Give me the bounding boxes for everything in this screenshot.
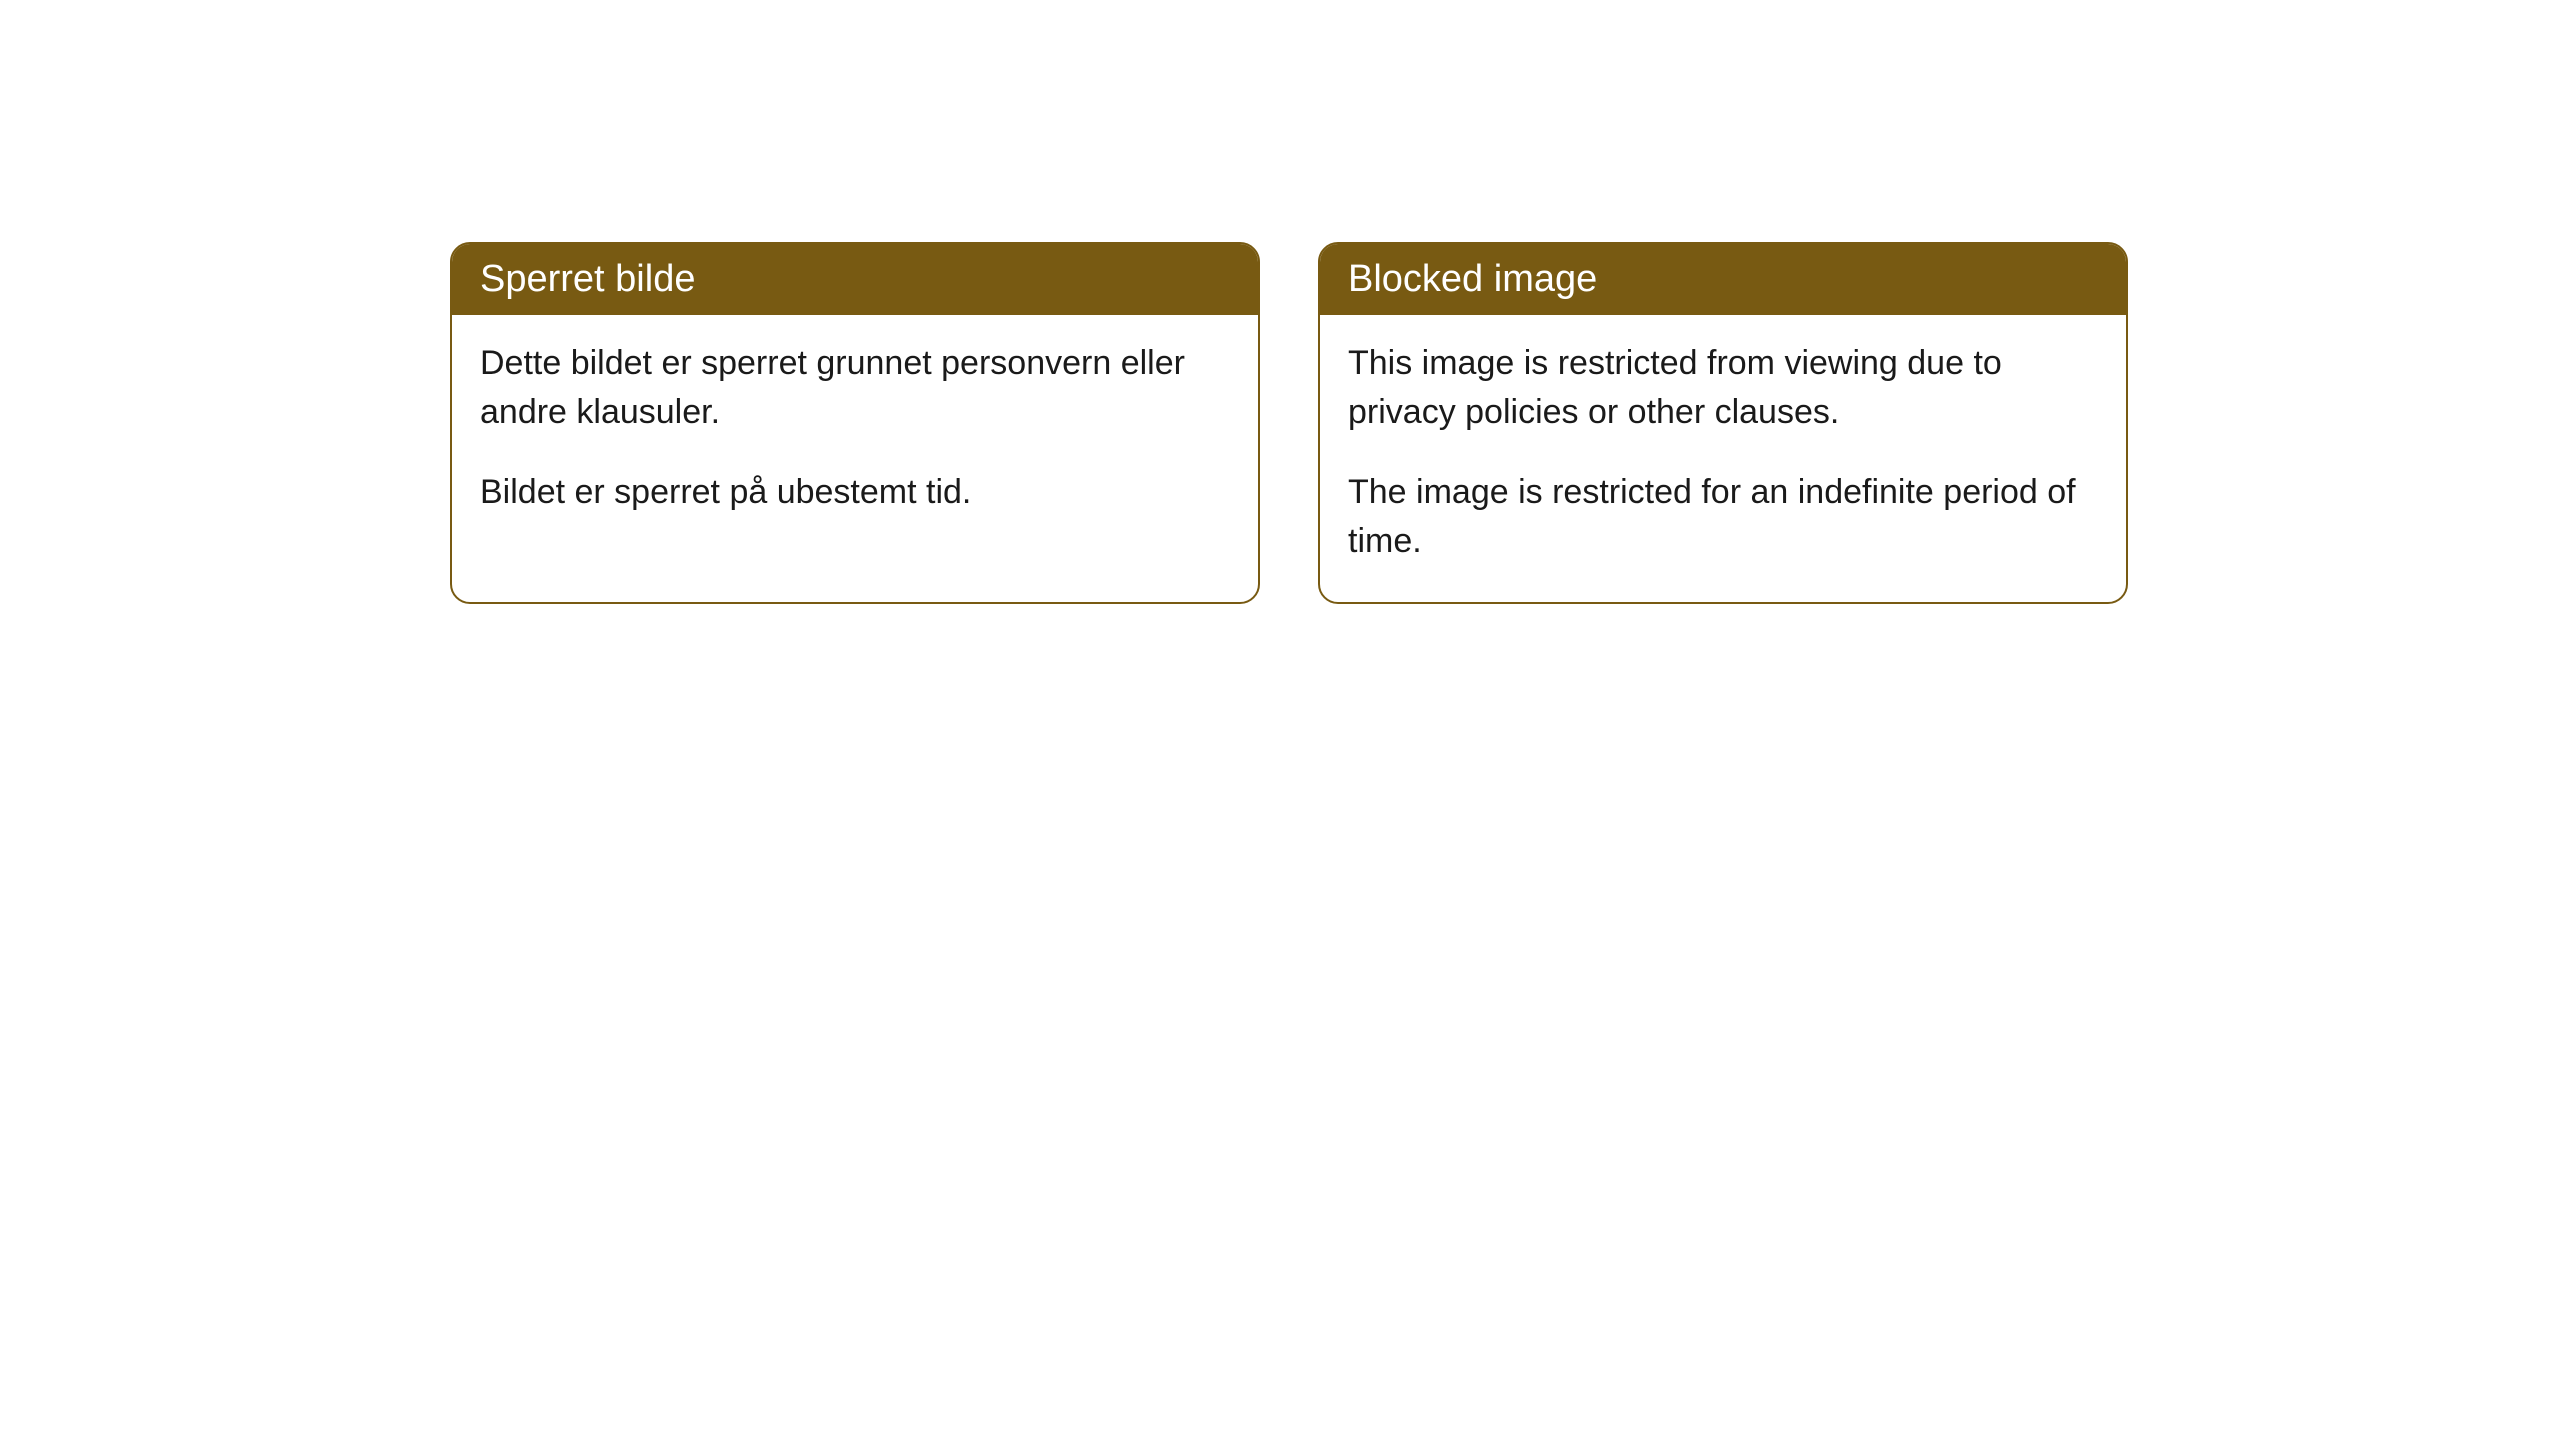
card-body: Dette bildet er sperret grunnet personve… <box>452 315 1258 553</box>
notice-cards-row: Sperret bilde Dette bildet er sperret gr… <box>450 242 2128 604</box>
card-paragraph: Bildet er sperret på ubestemt tid. <box>480 468 1230 517</box>
card-paragraph: This image is restricted from viewing du… <box>1348 339 2098 438</box>
card-body: This image is restricted from viewing du… <box>1320 315 2126 602</box>
notice-card-english: Blocked image This image is restricted f… <box>1318 242 2128 604</box>
card-header: Sperret bilde <box>452 244 1258 315</box>
card-header: Blocked image <box>1320 244 2126 315</box>
card-paragraph: Dette bildet er sperret grunnet personve… <box>480 339 1230 438</box>
card-paragraph: The image is restricted for an indefinit… <box>1348 468 2098 567</box>
notice-card-norwegian: Sperret bilde Dette bildet er sperret gr… <box>450 242 1260 604</box>
